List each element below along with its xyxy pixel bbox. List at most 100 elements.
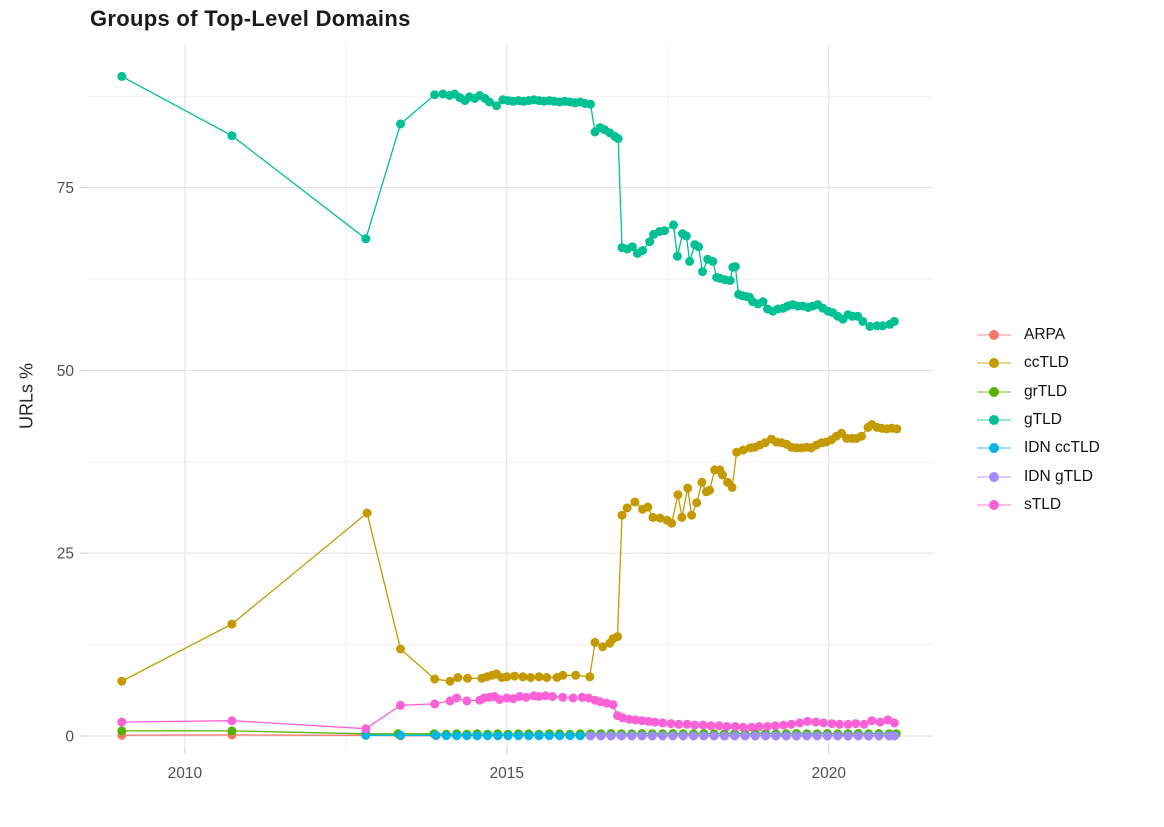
data-point-stld: [859, 719, 869, 729]
x-axis-labels: 2010 2015 2020: [168, 765, 847, 782]
data-point-gtld: [708, 256, 718, 266]
data-point-idn-cctld: [555, 731, 565, 741]
data-point-cctld: [396, 644, 405, 654]
data-point-idn-gtld: [812, 731, 822, 741]
data-point-stld: [763, 722, 772, 731]
data-point-gtld: [730, 262, 740, 272]
data-point-grtld: [117, 726, 127, 736]
data-point-cctld: [585, 672, 595, 682]
data-point-stld: [843, 719, 853, 729]
data-point-stld: [875, 717, 885, 727]
legend-label-gtld: gTLD: [1024, 411, 1062, 429]
data-point-gtld: [613, 134, 623, 144]
data-point-cctld: [598, 642, 608, 652]
data-point-cctld: [510, 671, 519, 681]
data-point-idn-gtld: [637, 731, 647, 741]
data-point-cctld: [613, 632, 622, 642]
data-point-idn-cctld: [472, 731, 482, 741]
data-point-stld: [558, 692, 568, 702]
legend-item-idn-cctld: IDN ccTLD: [977, 434, 1100, 462]
data-point-idn-cctld: [575, 731, 585, 741]
data-point-gtld: [627, 242, 637, 252]
data-point-cctld: [705, 485, 715, 495]
data-point-idn-gtld: [864, 731, 874, 741]
data-point-idn-cctld: [493, 731, 503, 741]
data-point-idn-cctld: [503, 731, 513, 741]
data-point-stld: [803, 716, 812, 726]
data-point-idn-gtld: [843, 731, 853, 741]
legend-key-icon: [977, 415, 1011, 426]
legend-key-icon: [977, 330, 1011, 341]
data-point-idn-cctld: [396, 730, 405, 740]
data-point-grtld: [227, 726, 237, 736]
data-point-cctld: [655, 513, 665, 523]
legend-key-icon: [977, 386, 1011, 397]
legend-item-idn-gtld: IDN gTLD: [977, 462, 1100, 490]
data-point-cctld: [643, 502, 653, 512]
data-point-gtld: [660, 226, 669, 236]
data-point-cctld: [453, 673, 463, 682]
data-point-idn-cctld: [462, 731, 472, 741]
data-point-cctld: [857, 431, 866, 441]
data-point-gtld: [430, 90, 440, 100]
data-point-cctld: [518, 672, 528, 682]
data-point-stld: [754, 722, 764, 731]
data-point-gtld: [672, 251, 682, 261]
data-point-idn-cctld: [544, 731, 554, 741]
data-point-cctld: [117, 676, 127, 686]
legend-key-icon: [977, 358, 1011, 369]
data-point-stld: [811, 717, 821, 727]
legend-item-arpa: ARPA: [977, 321, 1100, 349]
data-point-idn-gtld: [668, 731, 678, 741]
data-point-stld: [779, 720, 789, 730]
data-point-stld: [851, 719, 861, 729]
data-point-stld: [770, 721, 780, 731]
data-point-stld: [674, 719, 684, 729]
data-point-idn-cctld: [524, 731, 534, 741]
data-point-gtld: [227, 131, 237, 141]
data-point-idn-gtld: [853, 731, 863, 741]
data-point-cctld: [558, 670, 568, 680]
data-point-cctld: [463, 673, 472, 683]
data-point-idn-gtld: [627, 731, 637, 741]
data-point-cctld: [590, 637, 600, 647]
data-point-cctld: [430, 674, 440, 684]
data-point-stld: [722, 722, 732, 731]
grid-minor: [87, 45, 933, 747]
data-point-idn-cctld: [452, 731, 462, 741]
legend-key-dot: [989, 415, 999, 426]
x-tick-label: 2020: [811, 765, 846, 782]
data-point-cctld: [677, 512, 687, 522]
data-point-cctld: [697, 477, 707, 487]
data-point-gtld: [694, 242, 704, 252]
series-idn-gtld: [586, 731, 899, 741]
data-point-stld: [795, 718, 805, 728]
data-point-idn-cctld: [431, 730, 441, 740]
legend-key-dot: [989, 499, 999, 510]
axis-ticks: [80, 187, 830, 754]
data-point-cctld: [542, 673, 552, 682]
data-point-stld: [786, 719, 796, 729]
data-point-stld: [889, 718, 899, 728]
legend-item-stld: sTLD: [977, 491, 1100, 519]
data-point-cctld: [630, 497, 640, 507]
data-point-gtld: [645, 237, 655, 247]
data-point-cctld: [622, 503, 632, 513]
chart-title: Groups of Top-Level Domains: [90, 6, 411, 31]
data-point-stld: [650, 717, 660, 727]
data-point-gtld: [669, 220, 678, 230]
data-point-idn-gtld: [792, 731, 801, 741]
data-point-stld: [819, 718, 828, 728]
data-point-gtld: [492, 101, 501, 111]
data-point-idn-cctld: [441, 731, 451, 741]
data-point-idn-gtld: [709, 731, 719, 741]
data-point-gtld: [858, 316, 868, 326]
data-point-gtld: [681, 231, 691, 241]
data-point-gtld: [758, 297, 768, 307]
data-point-gtld: [889, 316, 899, 326]
legend-key-dot: [989, 386, 999, 397]
y-tick-label: 75: [57, 180, 74, 197]
data-point-idn-gtld: [586, 731, 595, 741]
